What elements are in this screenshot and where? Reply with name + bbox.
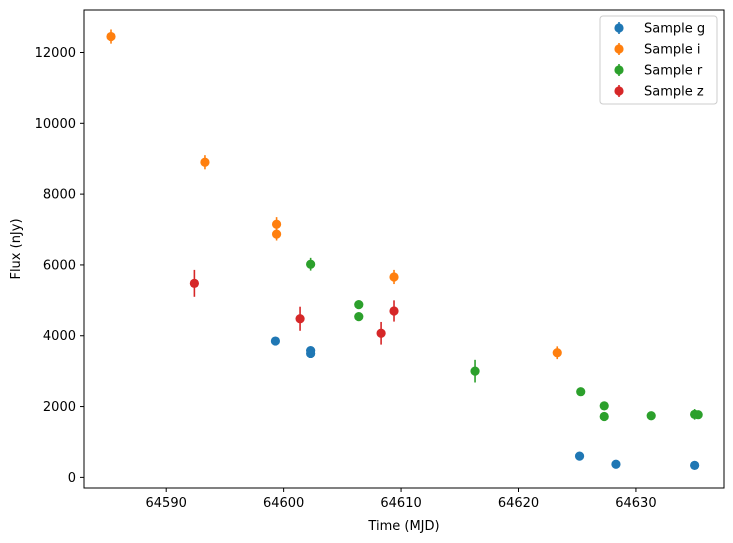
- plot-marks: [106, 29, 703, 470]
- y-tick-label: 12000: [35, 46, 76, 61]
- data-point: [295, 314, 305, 324]
- data-point: [200, 157, 210, 167]
- y-tick-label: 2000: [43, 400, 76, 415]
- data-point: [389, 272, 399, 282]
- plot-frame: [83, 9, 725, 489]
- data-point: [271, 219, 282, 229]
- legend-label: Sample z: [644, 85, 704, 100]
- data-point: [354, 312, 364, 322]
- data-point: [354, 299, 364, 310]
- data-point: [576, 387, 586, 397]
- data-point: [611, 459, 621, 469]
- legend-marker: [614, 65, 624, 75]
- x-tick-label: 64600: [263, 496, 304, 511]
- data-point: [599, 401, 609, 411]
- data-point: [271, 229, 282, 239]
- data-point: [270, 336, 281, 346]
- legend-label: Sample i: [644, 43, 701, 58]
- x-tick-label: 64620: [498, 496, 539, 511]
- data-point: [599, 411, 609, 422]
- legend-box: [599, 15, 718, 105]
- y-tick-label: 4000: [43, 329, 76, 344]
- y-tick-label: 0: [68, 471, 76, 486]
- data-point: [189, 278, 199, 288]
- y-tick-label: 8000: [43, 188, 76, 203]
- data-point: [106, 31, 116, 42]
- data-point: [306, 259, 316, 269]
- legend-label: Sample g: [644, 22, 705, 37]
- data-point: [376, 328, 386, 338]
- data-point: [306, 348, 316, 359]
- series-sample-g: [270, 336, 700, 470]
- y-axis-label: Flux (nJy): [9, 218, 24, 279]
- data-point: [470, 366, 480, 376]
- y-tick-label: 10000: [35, 117, 76, 132]
- x-tick-label: 64590: [146, 496, 187, 511]
- data-point: [389, 306, 399, 316]
- x-tick-label: 64610: [380, 496, 421, 511]
- legend: Sample g Sample i Sample r Sample z: [599, 15, 718, 105]
- y-tick-label: 6000: [43, 258, 76, 273]
- series-sample-z: [189, 269, 399, 345]
- x-axis-label: Time (MJD): [367, 519, 439, 534]
- x-tick-label: 64630: [615, 496, 656, 511]
- series-sample-i: [106, 29, 562, 360]
- data-point: [552, 348, 562, 358]
- legend-marker: [614, 23, 624, 33]
- data-point: [693, 410, 703, 420]
- series-sample-r: [306, 257, 703, 422]
- data-point: [690, 460, 700, 470]
- data-point: [646, 411, 656, 421]
- data-point: [574, 451, 585, 461]
- legend-label: Sample r: [644, 64, 703, 79]
- y-axis: 0 2000 4000 6000 8000 10000 12000: [35, 46, 84, 486]
- x-axis: 64590 64600 64610 64620 64630: [146, 488, 657, 511]
- legend-marker: [614, 86, 624, 96]
- legend-marker: [614, 44, 624, 54]
